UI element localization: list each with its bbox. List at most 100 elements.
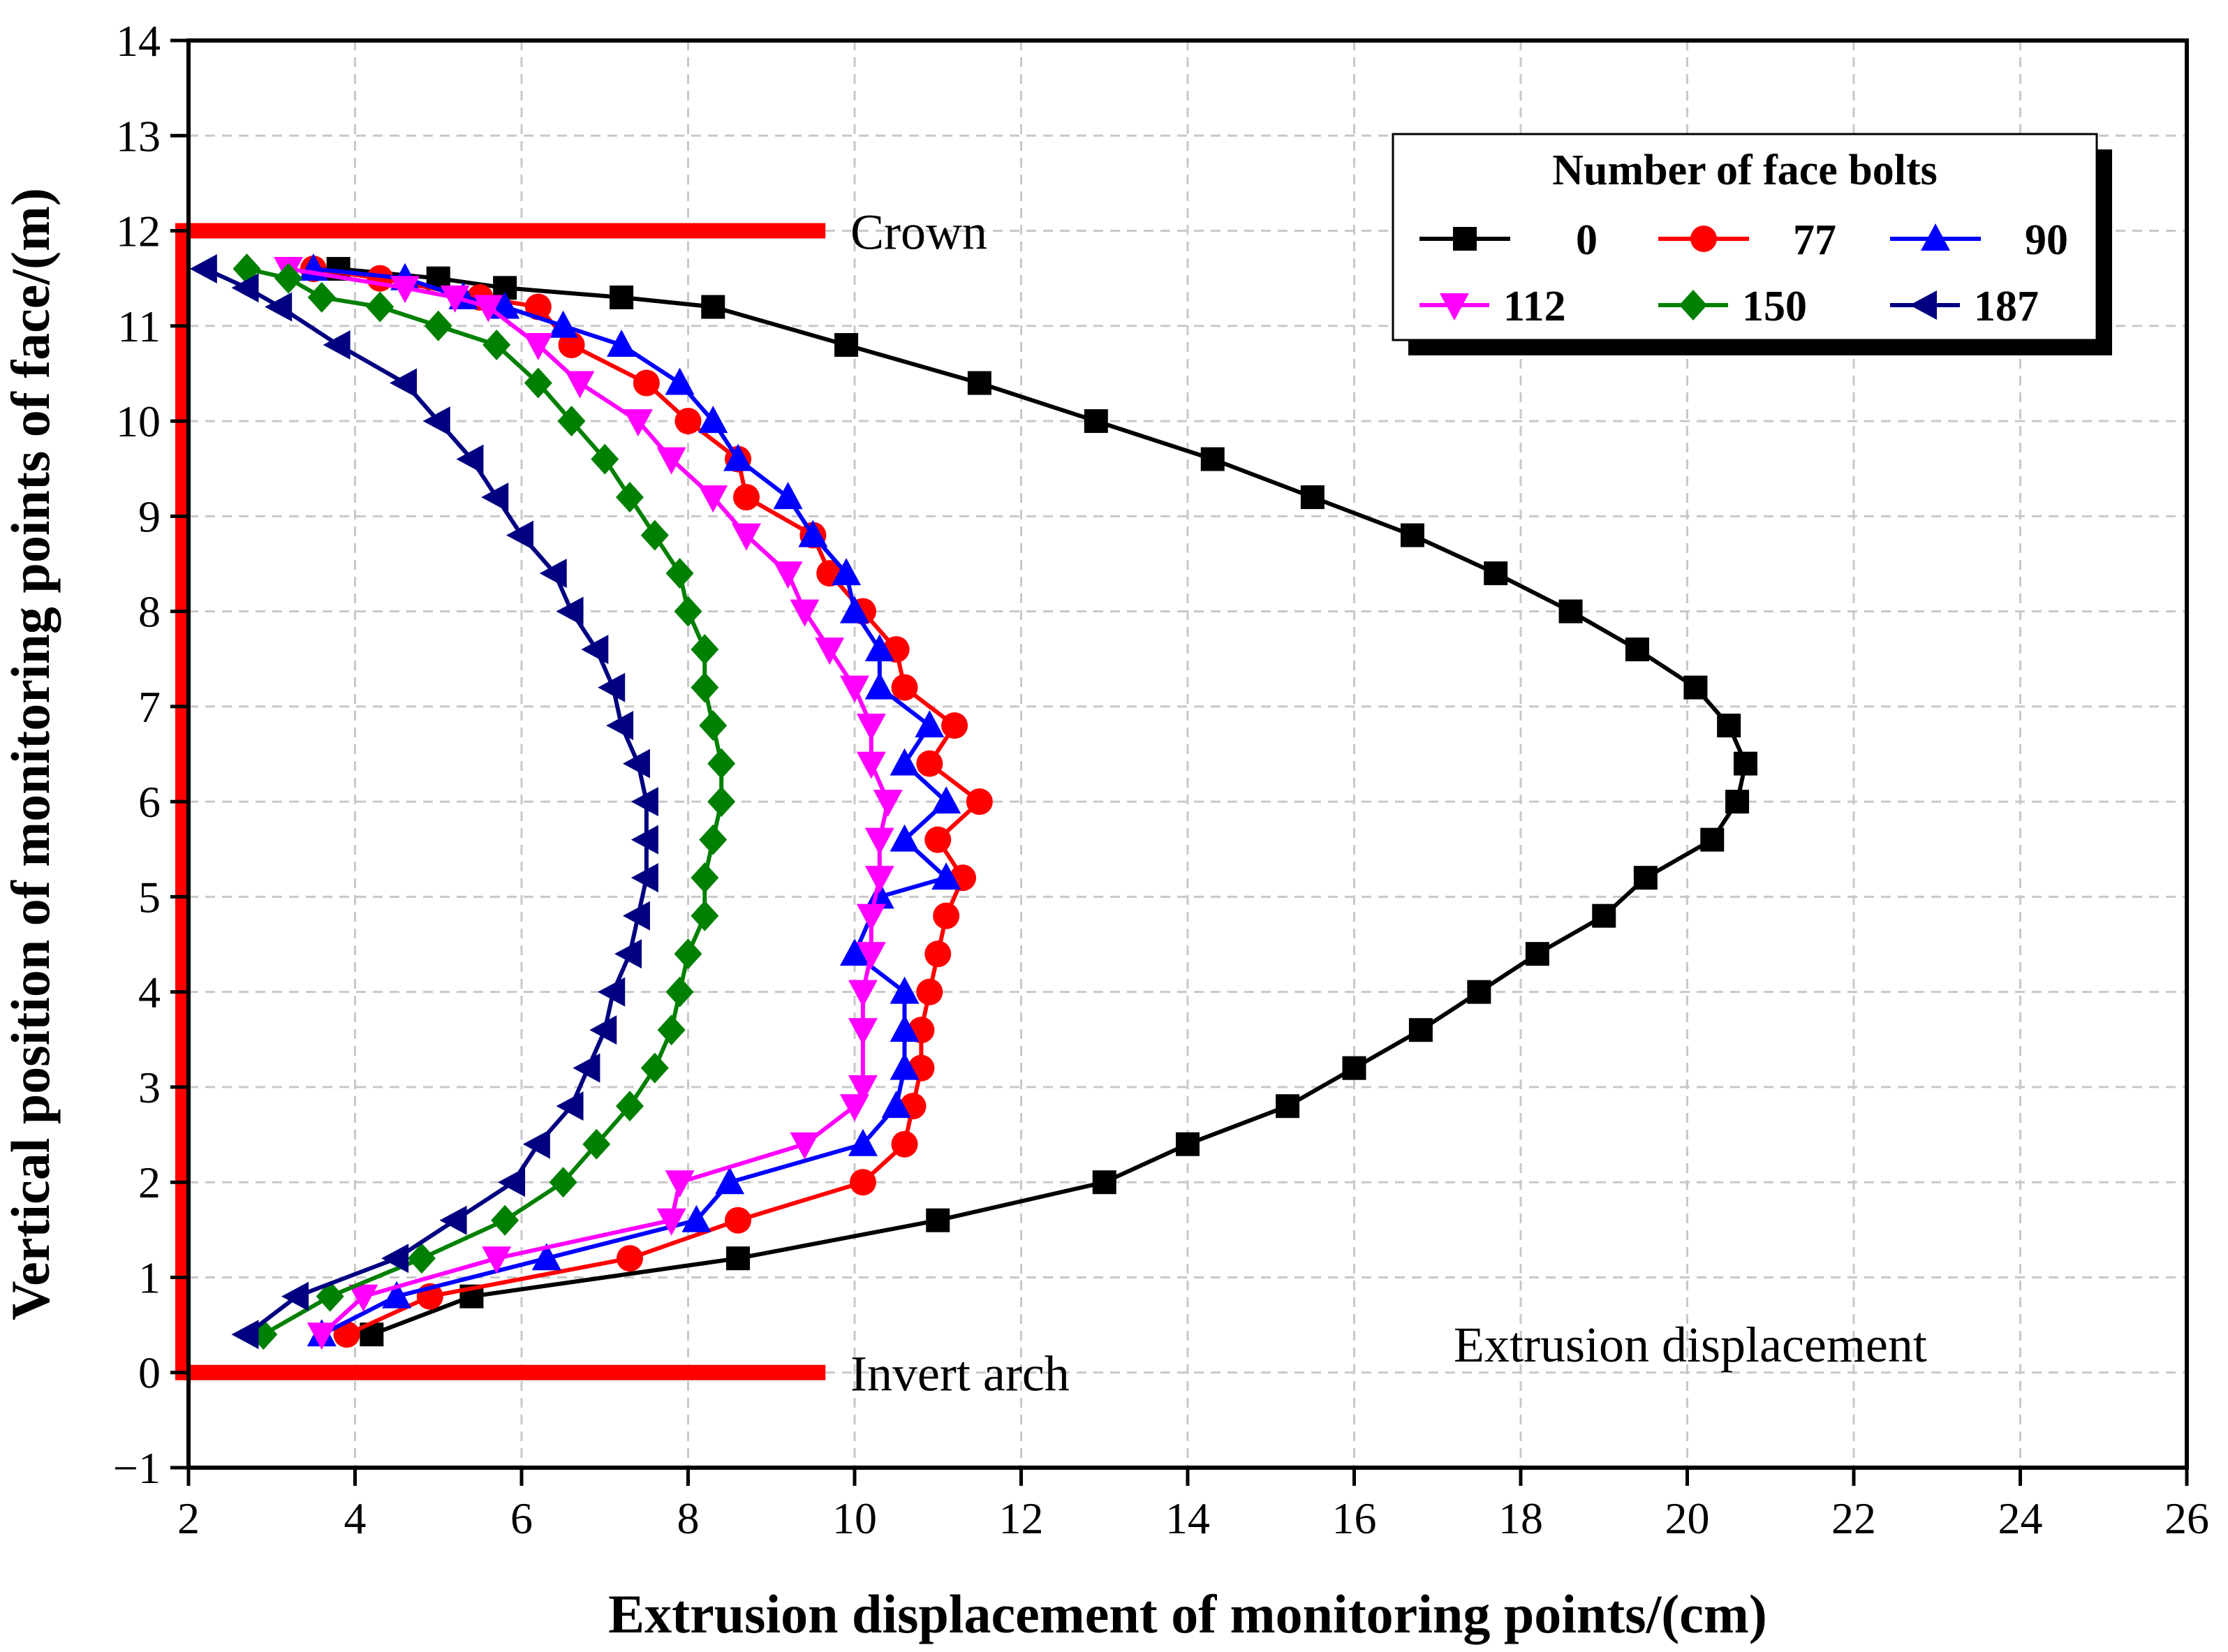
data-point	[231, 273, 259, 303]
data-point	[1300, 485, 1325, 510]
y-tick-label: 5	[138, 872, 161, 922]
data-point	[931, 862, 961, 890]
data-point	[522, 1129, 550, 1159]
data-point	[699, 824, 728, 855]
x-tick-label: 4	[344, 1494, 367, 1543]
data-point	[557, 406, 586, 437]
data-point	[691, 900, 719, 931]
data-point	[333, 1321, 360, 1348]
data-point	[556, 596, 584, 626]
extrusion-annotation: Extrusion displacement	[1454, 1317, 1927, 1373]
legend-marker	[1910, 290, 1937, 320]
legend-marker	[1679, 290, 1707, 320]
data-point	[390, 368, 418, 398]
data-point	[630, 787, 658, 817]
data-point	[473, 295, 503, 323]
data-point	[881, 1091, 911, 1119]
data-point	[623, 409, 653, 437]
crown-annotation: Crown	[850, 205, 987, 260]
data-point	[715, 1167, 745, 1195]
y-tick-label: 7	[138, 682, 161, 732]
data-point	[864, 827, 894, 855]
data-point	[1625, 637, 1649, 662]
data-point	[1592, 904, 1616, 928]
data-point	[407, 1243, 436, 1274]
data-point	[622, 901, 650, 931]
y-tick-label: 10	[116, 397, 161, 446]
y-tick-label: 8	[138, 587, 161, 637]
data-point	[424, 310, 452, 341]
data-point	[1725, 790, 1750, 814]
legend-item-112: 112	[1419, 283, 1566, 330]
data-point	[891, 1130, 918, 1158]
data-point	[633, 369, 660, 397]
data-point	[614, 939, 642, 969]
data-point	[565, 371, 595, 399]
data-point	[1683, 675, 1708, 700]
data-point	[616, 482, 644, 513]
data-point	[617, 1245, 644, 1272]
data-point	[848, 1075, 878, 1102]
data-point	[1092, 1170, 1116, 1195]
data-point	[674, 408, 702, 435]
data-point	[581, 635, 609, 665]
series-77	[300, 256, 993, 1348]
data-point	[481, 482, 509, 512]
data-point	[482, 330, 511, 361]
data-point	[848, 1128, 878, 1156]
data-point	[707, 786, 736, 818]
data-point	[640, 1052, 669, 1084]
data-point	[924, 941, 952, 968]
legend-item-77: 77	[1658, 216, 1836, 264]
series-90	[298, 253, 961, 1347]
y-tick-label: 6	[138, 777, 161, 827]
data-point	[656, 447, 686, 475]
data-point	[840, 1094, 869, 1122]
data-point	[573, 1053, 600, 1083]
y-tick-label: −1	[113, 1443, 161, 1493]
legend-label: 112	[1503, 283, 1566, 330]
data-point	[674, 596, 702, 627]
y-tick-label: 14	[116, 16, 161, 66]
data-point	[926, 1208, 950, 1232]
data-point	[1733, 751, 1757, 776]
data-point	[890, 1052, 920, 1080]
data-point	[864, 866, 894, 894]
legend-label: 0	[1576, 216, 1598, 264]
legend: Number of face bolts 0 77 90 112 150 187	[1392, 133, 2112, 355]
data-point	[482, 1246, 512, 1274]
data-point	[1558, 599, 1583, 624]
series-187	[189, 254, 658, 1350]
data-point	[1342, 1056, 1366, 1080]
data-point	[707, 748, 736, 779]
data-point	[548, 310, 578, 338]
data-point	[1200, 447, 1225, 471]
data-point	[1408, 1018, 1433, 1042]
data-point	[656, 1208, 686, 1236]
data-point	[366, 291, 394, 323]
data-point	[864, 672, 894, 700]
data-point	[606, 711, 634, 741]
data-point	[281, 1281, 309, 1311]
y-tick-label: 12	[116, 207, 161, 256]
data-point	[890, 1015, 920, 1042]
x-axis-title: Extrusion displacement of monitoring poi…	[608, 1584, 1767, 1644]
series-150	[233, 253, 736, 1350]
data-point	[456, 444, 484, 474]
data-point	[933, 902, 960, 929]
y-tick-label: 13	[116, 111, 161, 161]
data-point	[967, 371, 991, 395]
y-axis-title: Vertical position of monitoring points o…	[0, 188, 61, 1320]
data-point	[665, 1170, 695, 1198]
data-point	[732, 484, 760, 511]
data-point	[1525, 942, 1549, 966]
data-point	[307, 1322, 337, 1350]
data-point	[890, 824, 920, 852]
data-point	[1633, 866, 1658, 890]
data-point	[381, 1244, 409, 1274]
data-point	[348, 1284, 378, 1312]
y-tick-label: 3	[138, 1063, 161, 1112]
data-point	[701, 295, 725, 319]
data-point	[630, 825, 658, 855]
data-point	[916, 978, 943, 1005]
